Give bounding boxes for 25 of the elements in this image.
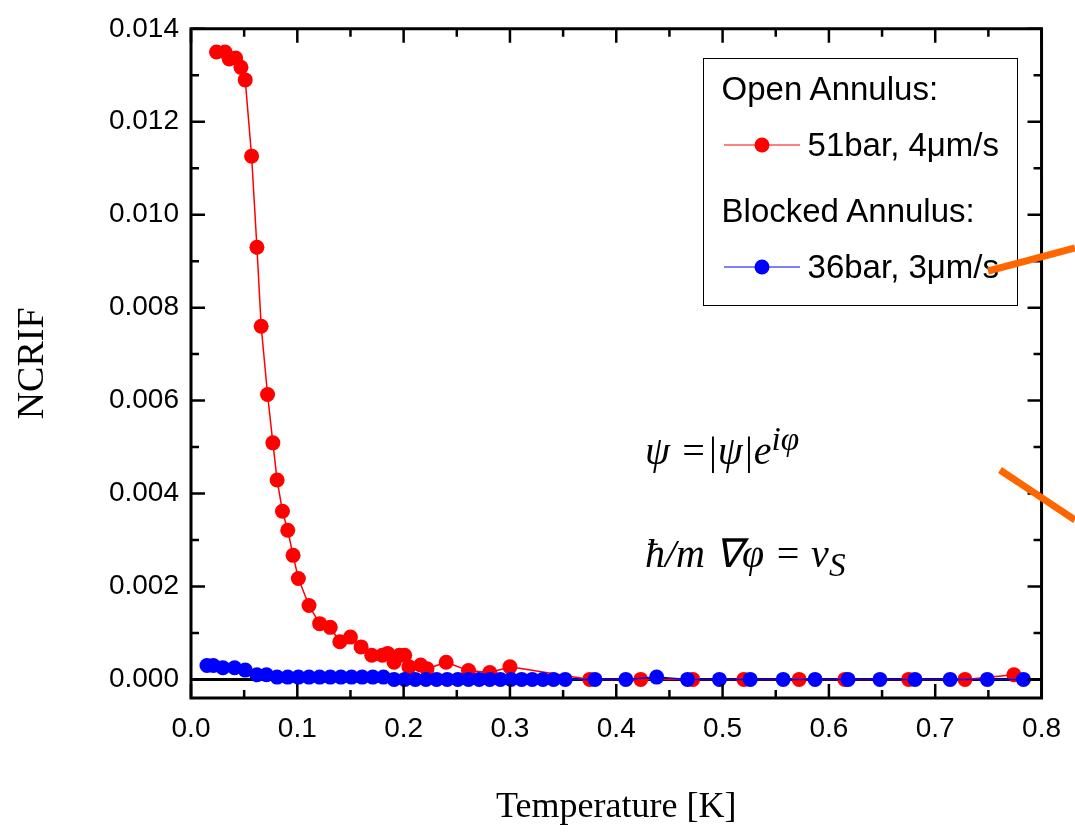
x-tick-label: 0.4	[596, 711, 636, 743]
x-tick-label: 0.3	[490, 711, 530, 743]
y-tick-label: 0.008	[108, 290, 179, 322]
annotation: Blocked Annulus:	[721, 191, 976, 231]
x-tick-label: 0.1	[277, 711, 317, 743]
y-tick-label: 0.010	[108, 197, 179, 229]
y-tick-label: 0.000	[108, 662, 179, 694]
x-tick-label: 0.8	[1022, 711, 1062, 743]
y-axis-title: NCRIF	[8, 307, 51, 420]
x-tick-label: 0.0	[171, 711, 211, 743]
annotation: Open Annulus:	[721, 69, 940, 109]
legend-label: 36bar, 3μm/s	[807, 247, 999, 287]
x-tick-label: 0.2	[384, 711, 424, 743]
y-tick-label: 0.012	[108, 104, 179, 136]
x-tick-label: 0.7	[915, 711, 955, 743]
x-tick-label: 0.6	[809, 711, 849, 743]
x-tick-label: 0.5	[703, 711, 743, 743]
y-tick-label: 0.006	[108, 383, 179, 415]
y-tick-label: 0.014	[108, 11, 179, 43]
y-tick-label: 0.004	[108, 476, 179, 508]
x-axis-title: Temperature [K]	[496, 784, 737, 825]
y-tick-label: 0.002	[108, 569, 179, 601]
legend-label: 51bar, 4μm/s	[807, 125, 999, 165]
annotation: ψ =|ψ|e$^{iφ}$	[645, 420, 800, 475]
annotation: ħ/m ∇φ = v$_{S}$	[645, 530, 846, 584]
